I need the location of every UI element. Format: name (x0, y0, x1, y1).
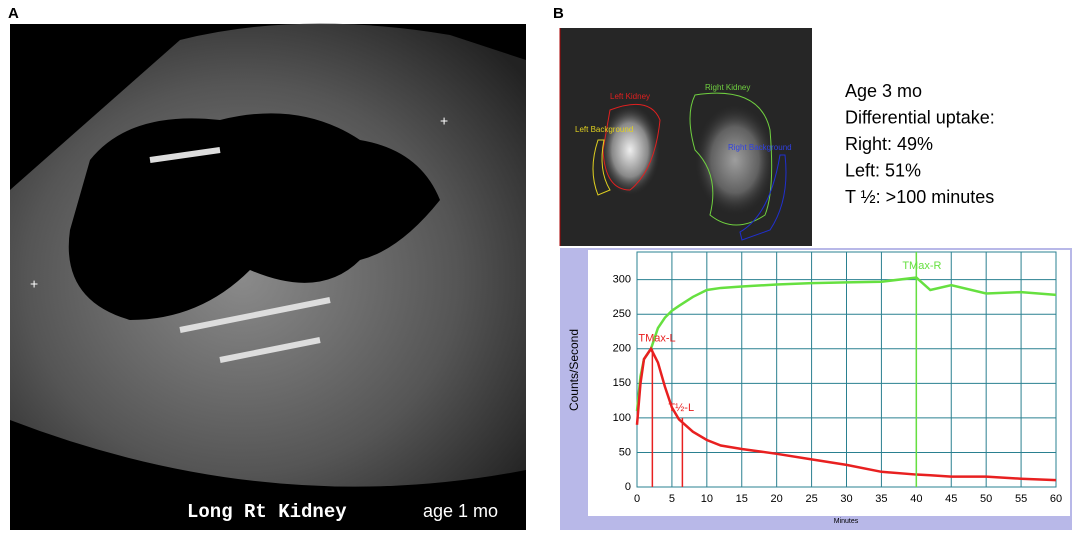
plot-border (636, 251, 1057, 488)
roi (739, 154, 787, 241)
roi-label: Right Kidney (705, 83, 750, 92)
x-tick-label: 25 (805, 493, 817, 505)
marker-label: TMax-L (638, 333, 675, 345)
roi-label: Right Background (728, 143, 792, 152)
x-tick-label: 10 (701, 493, 713, 505)
series-line (635, 276, 1057, 412)
x-tick-label: 45 (945, 493, 957, 505)
kidney-uptake (695, 105, 775, 215)
y-tick-label: 200 (613, 343, 631, 355)
x-axis-label: Minutes (834, 518, 859, 525)
x-tick-label: 55 (1015, 493, 1027, 505)
x-tick-label: 35 (875, 493, 887, 505)
marker-label: T½-L (668, 402, 694, 414)
x-tick-label: 60 (1050, 493, 1062, 505)
x-tick-label: 0 (634, 493, 640, 505)
info-line: T ½: >100 minutes (845, 187, 994, 207)
caliper: + (440, 113, 448, 129)
info-text: Age 3 mo Differential uptake: Right: 49% Le… (845, 81, 995, 207)
info-line: Left: 51% (845, 160, 921, 180)
roi (602, 103, 661, 191)
x-tick-label: 40 (910, 493, 922, 505)
roi-label: Left Background (575, 125, 633, 134)
panel-label: B (553, 5, 564, 22)
info-line: Age 3 mo (845, 81, 922, 101)
info-line: Right: 49% (845, 134, 933, 154)
x-tick-label: 30 (840, 493, 852, 505)
dilated-pelvis (68, 113, 440, 320)
y-tick-label: 300 (613, 274, 631, 286)
roi (689, 92, 773, 226)
x-tick-label: 20 (771, 493, 783, 505)
x-tick-label: 15 (736, 493, 748, 505)
y-tick-label: 150 (613, 377, 631, 389)
scintigraphy (560, 28, 812, 246)
caption: Long Rt Kidney (187, 501, 347, 523)
panel-label: A (8, 5, 19, 22)
info-line: Differential uptake: (845, 107, 995, 127)
echo-lines (149, 147, 331, 363)
series-line (635, 346, 1057, 482)
x-tick-label: 5 (669, 493, 675, 505)
y-axis-label: Counts/Second (567, 329, 581, 411)
y-tick-label: 0 (625, 481, 631, 493)
y-tick-label: 50 (619, 446, 631, 458)
x-tick-label: 50 (980, 493, 992, 505)
caliper: + (30, 276, 38, 292)
roi (592, 139, 611, 196)
caption-age: age 1 mo (423, 501, 498, 521)
y-tick-label: 250 (613, 308, 631, 320)
y-tick-label: 100 (613, 412, 631, 424)
marker-label: TMax-R (902, 260, 941, 272)
roi-label: Left Kidney (610, 92, 650, 101)
